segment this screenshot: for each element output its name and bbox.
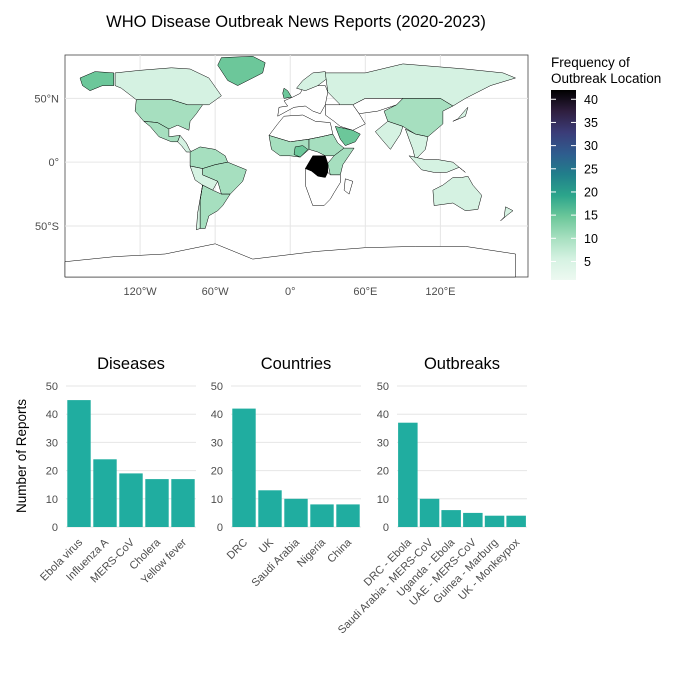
country-se-asia [404,128,429,161]
x-tick-label: DRC [225,537,250,562]
figure-title: WHO Disease Outbreak News Reports (2020-… [106,13,486,31]
y-tick-label: 20 [377,466,389,478]
map-y-tick: 0° [48,157,59,169]
bar-mers-cov [119,473,143,527]
country-chile [196,185,203,231]
panel-title: Diseases [97,355,165,373]
legend-tick-label: 10 [584,232,598,246]
y-tick-label: 20 [46,466,58,478]
world-map: 120°W 60°W 0° 60°E 120°E 50°N 0° 50°S [34,54,529,298]
country-canada [114,67,222,106]
y-tick-label: 10 [46,494,58,506]
bar-china [336,504,360,527]
bar-uganda-ebola [441,510,461,527]
panel-title: Outbreaks [424,355,500,373]
country-nz [500,206,514,222]
country-middle-east [325,104,366,131]
map-y-tick: 50°N [34,93,59,105]
bar-saudi-arabia [284,498,308,527]
country-uk [282,87,292,99]
y-tick-label: 40 [211,409,223,421]
y-tick-label: 40 [46,409,58,421]
bar-ebola-virus [67,400,91,527]
y-tick-label: 10 [377,494,389,506]
legend-colorbar [551,90,576,280]
y-tick-label: 0 [217,522,223,534]
x-tick-label: Saudi Arabia [250,536,303,589]
panel-title: Countries [261,355,332,373]
country-nigeria [293,145,309,158]
bar-drc [232,408,256,527]
country-indonesia [408,155,466,173]
legend-title-line1: Frequency of [551,55,630,70]
country-japan [452,107,469,122]
y-tick-label: 30 [211,437,223,449]
bar-cholera [145,479,169,527]
bar-uae-mers-cov [463,512,483,527]
y-tick-label: 50 [46,381,58,393]
legend-tick-label: 30 [584,139,598,153]
map-y-ticks: 50°N 0° 50°S [34,93,59,233]
bar-yellow-fever [171,479,195,527]
country-india [374,121,404,150]
y-tick-label: 0 [52,522,58,534]
country-australia [432,175,482,211]
legend-tick-label: 25 [584,162,598,176]
map-x-tick: 120°E [425,286,455,298]
bar-influenza-a [93,459,117,527]
map-countries [64,56,517,278]
y-tick-label: 0 [383,522,389,534]
y-tick-label: 30 [46,437,58,449]
bar-guinea-marburg [484,515,505,527]
legend-tick-label: 35 [584,116,598,130]
legend-tick-label: 5 [584,255,591,269]
legend-title-line2: Outbreak Location [551,71,661,86]
map-x-tick: 60°E [353,286,377,298]
legend-tick-label: 40 [584,93,598,107]
country-greenland [217,56,266,86]
map-x-ticks: 120°W 60°W 0° 60°E 120°E [124,286,456,298]
country-s-africa [305,168,341,206]
bar-drc-ebola [398,422,418,527]
country-europe [277,85,329,117]
map-x-tick: 120°W [124,286,158,298]
y-tick-label: 30 [377,437,389,449]
bar-uk-monkeypox [506,515,526,527]
legend-tick-label: 20 [584,185,598,199]
legend-ticks: 40 35 30 25 20 15 10 5 [551,93,598,269]
country-peru-bolivia [189,165,219,191]
x-tick-label: China [325,536,354,565]
x-tick-label: UK [257,536,277,556]
country-madagascar [343,178,354,195]
y-tick-label: 50 [211,381,223,393]
country-saudi [334,126,361,146]
map-x-tick: 60°W [202,286,230,298]
y-axis-label: Number of Reports [14,399,29,513]
y-tick-label: 20 [211,466,223,478]
country-alaska [79,71,115,91]
y-tick-label: 10 [211,494,223,506]
bar-uk [258,490,282,527]
country-antarctica [64,243,516,278]
color-legend: Frequency of Outbreak Location 40 35 30 25 2… [551,55,661,280]
x-tick-label: Nigeria [295,536,329,570]
map-y-tick: 50°S [35,221,59,233]
bar-nigeria [310,504,334,527]
country-east-africa [327,147,355,176]
legend-tick-label: 15 [584,209,598,223]
bar-saudi-arabia-mers-cov [419,498,440,527]
y-tick-label: 40 [377,409,389,421]
map-x-tick: 0° [285,286,296,298]
y-tick-label: 50 [377,381,389,393]
